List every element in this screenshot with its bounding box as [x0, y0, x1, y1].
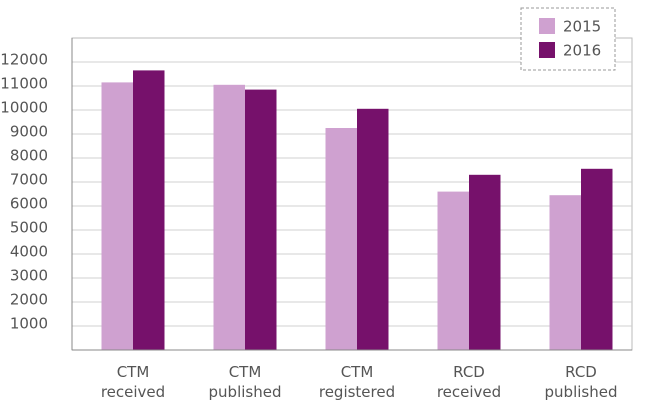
bar — [101, 82, 133, 351]
bar — [549, 195, 581, 350]
legend-label: 2016 — [563, 42, 601, 60]
y-tick-label: 3000 — [10, 267, 48, 285]
bar — [133, 70, 165, 351]
x-tick-label: CTM registered — [319, 363, 395, 401]
bar — [325, 128, 357, 350]
y-tick-label: 5000 — [10, 219, 48, 237]
bar — [213, 84, 245, 351]
y-tick-label: 7000 — [10, 171, 48, 189]
y-tick-label: 1000 — [10, 315, 48, 333]
x-tick-label: RCD received — [437, 363, 501, 401]
y-tick-label: 9000 — [10, 123, 48, 141]
y-tick-label: 10000 — [0, 99, 48, 117]
y-tick-label: 6000 — [10, 195, 48, 213]
x-tick-label: RCD published — [545, 363, 618, 401]
bar — [245, 89, 277, 350]
y-tick-label: 2000 — [10, 291, 48, 309]
legend-swatch — [539, 18, 555, 34]
x-tick-label: CTM published — [209, 363, 282, 401]
legend-box — [520, 7, 616, 71]
legend-label: 2015 — [563, 18, 601, 36]
bar — [357, 108, 389, 350]
y-tick-label: 8000 — [10, 147, 48, 165]
legend-swatch — [539, 42, 555, 58]
y-tick-label: 11000 — [0, 75, 48, 93]
bar — [469, 174, 501, 350]
x-tick-label: CTM received — [101, 363, 165, 401]
bar — [581, 168, 613, 350]
y-tick-label: 12000 — [0, 51, 48, 69]
y-tick-label: 4000 — [10, 243, 48, 261]
bar — [437, 191, 469, 350]
